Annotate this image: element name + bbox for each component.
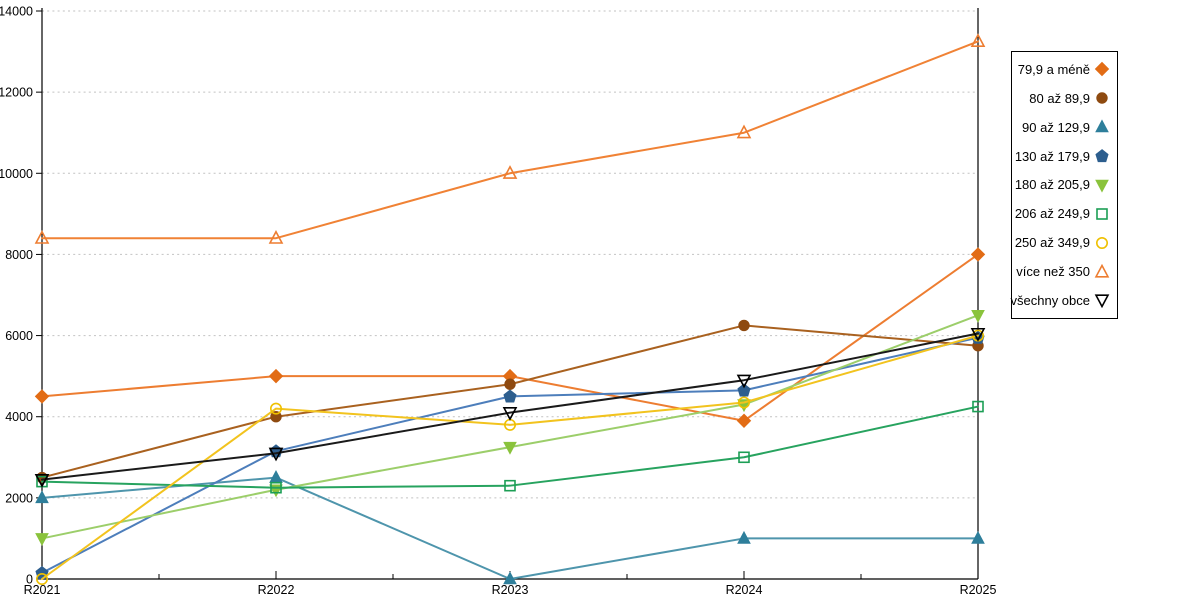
square-marker-icon: [1096, 208, 1108, 220]
series-7: [34, 33, 986, 244]
x-tick-label: R2024: [726, 583, 763, 597]
triangle-up-marker-icon: [34, 229, 50, 244]
triangle-up-marker-icon: [737, 530, 751, 544]
y-tick-label: 8000: [5, 248, 33, 262]
legend-item: 79,9 a méně: [1016, 61, 1110, 77]
y-tick-label: 6000: [5, 329, 33, 343]
circle-marker-icon: [1096, 92, 1108, 105]
x-tick-label: R2025: [960, 583, 997, 597]
square-marker-icon: [504, 479, 516, 492]
triangle-down-marker-icon: [1094, 294, 1110, 309]
square-legend-icon: [1096, 208, 1108, 220]
square-marker-icon: [972, 400, 984, 413]
triangle-down-marker-icon: [268, 447, 284, 462]
legend-label: 130 až 179,9: [1014, 148, 1090, 164]
triangle-up-marker-icon: [1095, 119, 1109, 133]
triangle-down-marker-icon: [502, 407, 518, 421]
legend-item: 180 až 205,9: [1014, 177, 1110, 193]
legend-label: všechny obce: [1010, 292, 1091, 308]
pentagon-marker-icon: [503, 389, 517, 403]
series-line: [41, 332, 979, 481]
triangle-down-legend-icon: [1094, 294, 1110, 309]
triangle-down-marker-icon: [503, 441, 517, 455]
legend-label: více než 350: [1016, 264, 1090, 280]
triangle-up-marker-icon: [35, 490, 49, 504]
chart-legend: 79,9 a méně 80 až 89,9 90 až 129,9 130 až 1…: [1011, 51, 1118, 319]
triangle-up-marker-icon: [269, 470, 283, 483]
x-tick-label: R2023: [492, 583, 529, 597]
series-line: [41, 476, 979, 580]
legend-item: 250 až 349,9: [1014, 235, 1110, 251]
y-tick-label: 2000: [5, 491, 33, 505]
diamond-marker-icon: [736, 413, 752, 428]
legend-item: více než 350: [1016, 263, 1110, 280]
triangle-up-marker-icon: [971, 530, 985, 544]
diamond-marker-icon: [34, 389, 50, 404]
circle-marker-icon: [35, 572, 48, 585]
diamond-marker-icon: [970, 247, 986, 262]
legend-label: 80 až 89,9: [1029, 90, 1090, 106]
diamond-legend-icon: [1094, 62, 1110, 77]
series-3: [35, 330, 985, 580]
x-tick-label: R2022: [258, 583, 295, 597]
series-2: [35, 470, 985, 585]
legend-label: 79,9 a méně: [1017, 61, 1090, 77]
legend-item: 90 až 129,9: [1016, 119, 1110, 135]
series-line: [41, 334, 979, 580]
triangle-down-legend-icon: [1095, 179, 1109, 193]
series-4: [35, 309, 985, 546]
pentagon-marker-icon: [737, 383, 751, 397]
triangle-up-legend-icon: [1094, 263, 1110, 278]
triangle-up-marker-icon: [1094, 263, 1110, 278]
diamond-marker-icon: [1094, 62, 1110, 77]
triangle-down-marker-icon: [971, 309, 985, 323]
circle-legend-icon: [1096, 92, 1108, 105]
legend-label: 250 až 349,9: [1014, 235, 1090, 251]
triangle-down-marker-icon: [1095, 179, 1109, 193]
series-8: [34, 327, 986, 488]
circle-marker-icon: [504, 378, 516, 390]
legend-label: 90 až 129,9: [1022, 119, 1090, 135]
legend-item: 206 až 249,9: [1014, 206, 1110, 222]
series-line: [41, 405, 979, 489]
legend-label: 180 až 205,9: [1014, 177, 1090, 193]
triangle-down-marker-icon: [34, 474, 50, 488]
pentagon-marker-icon: [1095, 149, 1109, 163]
circle-marker-icon: [1096, 236, 1108, 249]
series-5: [36, 400, 984, 494]
series-line: [41, 40, 979, 240]
triangle-up-legend-icon: [1095, 119, 1109, 133]
circle-marker-icon: [737, 396, 750, 409]
y-tick-label: 10000: [0, 167, 33, 181]
y-tick-label: 4000: [5, 410, 33, 424]
square-marker-icon: [270, 481, 282, 494]
circle-legend-icon: [1096, 236, 1108, 249]
circle-marker-icon: [269, 402, 282, 415]
triangle-up-marker-icon: [502, 165, 518, 179]
triangle-up-marker-icon: [503, 571, 517, 585]
triangle-down-marker-icon: [35, 533, 49, 546]
legend-item: 80 až 89,9: [1016, 90, 1110, 106]
square-marker-icon: [738, 451, 750, 464]
legend-item: všechny obce: [1011, 292, 1110, 309]
x-tick-label: R2021: [24, 583, 61, 597]
circle-marker-icon: [738, 319, 750, 332]
pentagon-legend-icon: [1095, 149, 1109, 163]
triangle-down-marker-icon: [736, 374, 752, 389]
triangle-up-marker-icon: [736, 124, 752, 139]
y-tick-label: 12000: [0, 86, 33, 100]
triangle-up-marker-icon: [268, 229, 284, 244]
triangle-down-marker-icon: [970, 327, 986, 342]
y-tick-label: 0: [26, 573, 33, 587]
series-line: [41, 314, 979, 540]
diamond-marker-icon: [268, 368, 284, 384]
legend-label: 206 až 249,9: [1014, 206, 1090, 222]
y-tick-label: 14000: [0, 5, 33, 19]
legend-item: 130 až 179,9: [1014, 148, 1110, 164]
circle-marker-icon: [270, 411, 282, 423]
triangle-up-marker-icon: [970, 33, 986, 48]
